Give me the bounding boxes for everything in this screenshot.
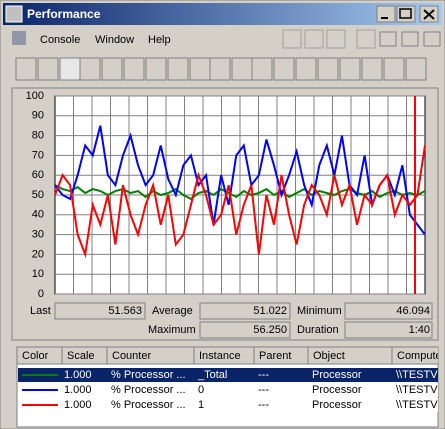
header-label: Computer xyxy=(397,350,445,362)
header-label: Instance xyxy=(199,350,241,362)
legend-rows: Color Scale Counter Instance Parent Object Com… xyxy=(17,347,445,412)
toolbar-button[interactable] xyxy=(209,57,231,81)
legend-row[interactable] xyxy=(18,398,438,412)
header-label: Object xyxy=(313,350,345,362)
toolbar-button[interactable] xyxy=(405,57,427,81)
toolbar xyxy=(15,29,441,81)
menu-window[interactable]: Window xyxy=(95,34,134,46)
series-line xyxy=(54,125,426,236)
table-header xyxy=(17,347,438,364)
toolbar-button[interactable] xyxy=(189,57,211,81)
cell: --- xyxy=(258,369,269,381)
y-tick-label: 50 xyxy=(32,189,44,201)
cell: \\TESTV xyxy=(396,384,438,396)
cell: 1.000 xyxy=(64,369,92,381)
cell: --- xyxy=(258,399,269,411)
toolbar-button[interactable] xyxy=(231,57,253,81)
stat-value: 46.094 xyxy=(396,305,430,317)
header-label: Color xyxy=(22,350,49,362)
minimize-button[interactable] xyxy=(376,5,396,23)
mdi-button[interactable] xyxy=(379,31,397,47)
y-tick-label: 70 xyxy=(32,149,44,161)
cell: Processor xyxy=(312,384,362,396)
mdi-button[interactable] xyxy=(401,31,419,47)
y-tick-label: 40 xyxy=(32,209,44,221)
cell: % Processor ... xyxy=(111,384,186,396)
toolbar-button[interactable] xyxy=(361,57,383,81)
y-tick-label: 20 xyxy=(32,248,44,260)
toolbar-button[interactable] xyxy=(145,57,167,81)
mdi-button[interactable] xyxy=(423,31,441,47)
toolbar-button[interactable] xyxy=(295,57,317,81)
toolbar-button[interactable] xyxy=(317,57,339,81)
toolbar-button[interactable] xyxy=(282,29,302,49)
legend-row[interactable] xyxy=(18,368,438,382)
cell: % Processor ... xyxy=(111,369,186,381)
header-label: Scale xyxy=(67,350,95,362)
y-tick-label: 80 xyxy=(32,130,44,142)
stat-value: 51.563 xyxy=(108,305,142,317)
stat-label: Minimum xyxy=(297,305,342,317)
cell: 1.000 xyxy=(64,399,92,411)
toolbar-button[interactable] xyxy=(326,29,346,49)
menu-icon xyxy=(12,31,26,45)
toolbar-button[interactable] xyxy=(59,57,81,81)
cell: 1.000 xyxy=(64,384,92,396)
caption-buttons xyxy=(376,5,439,23)
cell: --- xyxy=(258,384,269,396)
cell: Processor xyxy=(312,399,362,411)
y-tick-label: 100 xyxy=(26,90,44,102)
cell: 0 xyxy=(198,384,204,396)
header-cell[interactable] xyxy=(391,347,445,365)
y-tick-label: 0 xyxy=(38,288,44,300)
menu-help[interactable]: Help xyxy=(148,34,171,46)
cell: % Processor ... xyxy=(111,399,186,411)
stats: Last 51.563 Average 51.022 Minimum 46.09… xyxy=(30,302,433,339)
stat-label: Duration xyxy=(297,324,339,336)
stat-label: Last xyxy=(30,305,51,317)
toolbar-button[interactable] xyxy=(273,57,295,81)
series-line xyxy=(54,145,426,259)
window-title: Performance xyxy=(27,7,101,21)
toolbar-button[interactable] xyxy=(101,57,123,81)
cell: \\TESTV xyxy=(396,399,438,411)
cell: \\TESTV xyxy=(396,369,438,381)
toolbar-button[interactable] xyxy=(251,57,273,81)
stat-value: 56.250 xyxy=(253,324,287,336)
cell: 1 xyxy=(198,399,204,411)
toolbar-button[interactable] xyxy=(339,57,361,81)
stat-value: 51.022 xyxy=(253,305,287,317)
header-label: Counter xyxy=(112,350,151,362)
menu-console[interactable]: Console xyxy=(40,34,80,46)
series-line xyxy=(54,184,426,201)
toolbar-button[interactable] xyxy=(304,29,324,49)
stat-label: Maximum xyxy=(148,324,196,336)
title-bar xyxy=(3,3,442,25)
toolbar-button[interactable] xyxy=(356,29,376,49)
cell: Processor xyxy=(312,369,362,381)
toolbar-button[interactable] xyxy=(15,57,37,81)
y-tick-label: 10 xyxy=(32,268,44,280)
y-tick-label: 60 xyxy=(32,169,44,181)
toolbar-button[interactable] xyxy=(383,57,405,81)
legend-row[interactable] xyxy=(18,383,438,397)
stat-value: 1:40 xyxy=(409,324,430,336)
toolbar-button[interactable] xyxy=(167,57,189,81)
header-label: Parent xyxy=(259,350,291,362)
toolbar-button[interactable] xyxy=(123,57,145,81)
toolbar-button[interactable] xyxy=(79,57,101,81)
toolbar-button[interactable] xyxy=(37,57,59,81)
cell: _Total xyxy=(197,369,227,381)
y-tick-label: 90 xyxy=(32,110,44,122)
app-icon xyxy=(5,5,23,23)
plot: 0 10 20 30 40 50 60 70 80 90 100 xyxy=(26,90,426,300)
y-tick-label: 30 xyxy=(32,229,44,241)
stat-label: Average xyxy=(152,305,193,317)
